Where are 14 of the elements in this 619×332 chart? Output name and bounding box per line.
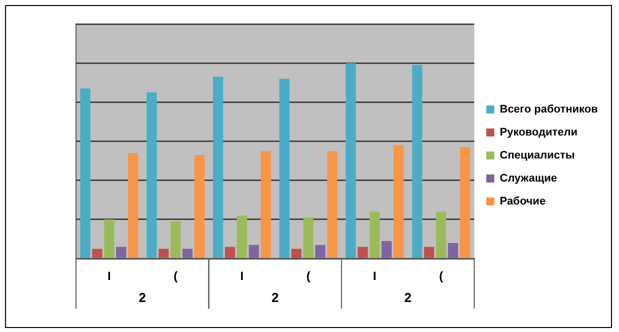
x-tick-label: ( <box>439 269 444 284</box>
legend-label: Служащие <box>500 172 558 185</box>
text: 2 <box>404 290 412 306</box>
x-tick-label: ( <box>306 269 310 284</box>
legend-label: Руководители <box>500 126 578 139</box>
x-tick-label: I <box>240 269 244 284</box>
legend-label: Всего работников <box>500 104 598 116</box>
x-tick-label: I <box>373 269 376 284</box>
legend-label: Специалисты <box>500 150 575 162</box>
x-tick-label: I <box>108 269 111 284</box>
text: 2 <box>138 290 146 306</box>
legend-label: Рабочие <box>500 196 546 208</box>
x-tick-label: ( <box>174 269 178 284</box>
text: 2 <box>272 290 279 306</box>
